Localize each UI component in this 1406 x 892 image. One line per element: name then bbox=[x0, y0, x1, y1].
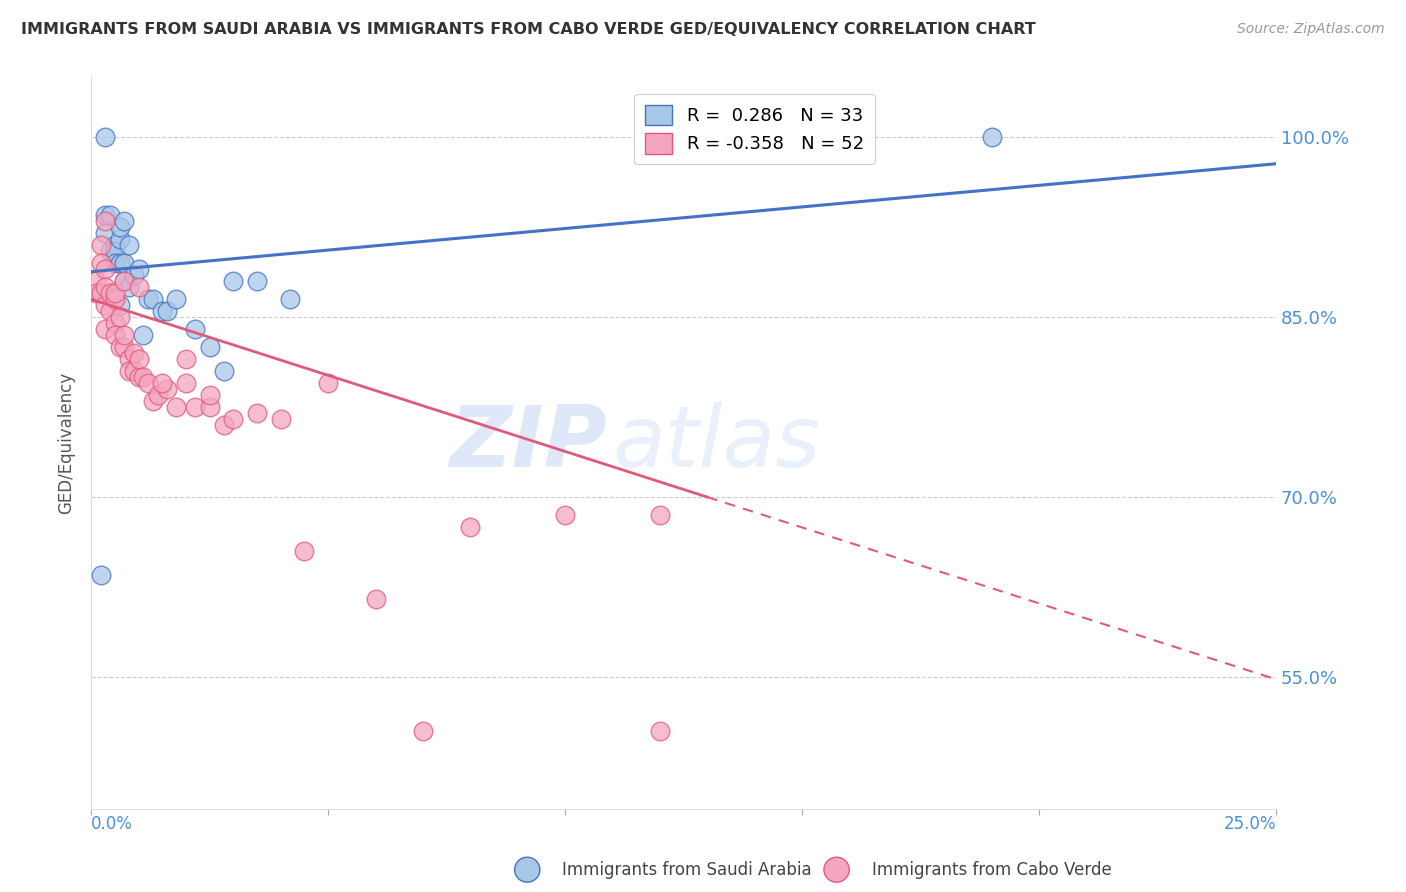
Point bbox=[90, 238, 112, 252]
Point bbox=[98, 286, 121, 301]
Point bbox=[112, 256, 135, 270]
Point bbox=[198, 388, 221, 402]
Point bbox=[246, 406, 269, 420]
Point bbox=[222, 412, 245, 426]
Point bbox=[94, 227, 117, 241]
Text: Source: ZipAtlas.com: Source: ZipAtlas.com bbox=[1237, 22, 1385, 37]
Point bbox=[104, 244, 127, 259]
Point bbox=[166, 292, 188, 306]
Legend: R =  0.286   N = 33, R = -0.358   N = 52: R = 0.286 N = 33, R = -0.358 N = 52 bbox=[634, 94, 875, 164]
Text: Immigrants from Saudi Arabia: Immigrants from Saudi Arabia bbox=[562, 861, 813, 879]
Point bbox=[174, 352, 197, 367]
Point bbox=[648, 508, 671, 522]
Point bbox=[156, 382, 179, 396]
Point bbox=[142, 394, 165, 409]
Point bbox=[364, 591, 387, 606]
Point bbox=[122, 268, 145, 283]
Point bbox=[90, 568, 112, 582]
Point bbox=[222, 274, 245, 288]
Point bbox=[128, 280, 150, 294]
Point bbox=[212, 364, 235, 378]
Point bbox=[108, 220, 131, 235]
Point bbox=[84, 274, 107, 288]
Point bbox=[94, 262, 117, 277]
Point bbox=[98, 208, 121, 222]
Point bbox=[184, 400, 207, 414]
Point bbox=[104, 292, 127, 306]
Point bbox=[278, 292, 301, 306]
Point bbox=[122, 346, 145, 360]
Point bbox=[118, 364, 141, 378]
Point bbox=[132, 328, 155, 343]
Point bbox=[132, 370, 155, 384]
Point bbox=[554, 508, 576, 522]
Point bbox=[108, 340, 131, 354]
Text: ZIP: ZIP bbox=[449, 401, 606, 484]
Point bbox=[104, 238, 127, 252]
Point bbox=[270, 412, 292, 426]
Point bbox=[98, 304, 121, 318]
Point bbox=[104, 256, 127, 270]
Point bbox=[156, 304, 179, 318]
Point bbox=[136, 292, 159, 306]
Point bbox=[104, 328, 127, 343]
Text: 0.0%: 0.0% bbox=[91, 814, 134, 833]
Point bbox=[118, 280, 141, 294]
Point bbox=[104, 316, 127, 330]
Point bbox=[980, 130, 1002, 145]
Point bbox=[128, 262, 150, 277]
Point bbox=[94, 280, 117, 294]
Point bbox=[246, 274, 269, 288]
Point bbox=[150, 376, 173, 391]
Point bbox=[128, 352, 150, 367]
Text: Immigrants from Cabo Verde: Immigrants from Cabo Verde bbox=[872, 861, 1112, 879]
Point bbox=[108, 310, 131, 325]
Y-axis label: GED/Equivalency: GED/Equivalency bbox=[58, 372, 75, 514]
Text: 25.0%: 25.0% bbox=[1223, 814, 1277, 833]
Point bbox=[94, 322, 117, 336]
Point bbox=[184, 322, 207, 336]
Point bbox=[150, 304, 173, 318]
Point bbox=[136, 376, 159, 391]
Point bbox=[90, 256, 112, 270]
Point bbox=[118, 238, 141, 252]
Point bbox=[648, 723, 671, 738]
Text: atlas: atlas bbox=[613, 401, 821, 484]
Point bbox=[146, 388, 169, 402]
Point bbox=[94, 130, 117, 145]
Point bbox=[142, 292, 165, 306]
Point bbox=[108, 232, 131, 246]
Point bbox=[90, 286, 112, 301]
Point bbox=[122, 364, 145, 378]
Point bbox=[118, 352, 141, 367]
Point bbox=[458, 520, 481, 534]
Point bbox=[108, 298, 131, 312]
Point bbox=[108, 256, 131, 270]
Point bbox=[84, 286, 107, 301]
Point bbox=[112, 340, 135, 354]
Point bbox=[198, 340, 221, 354]
Point bbox=[112, 274, 135, 288]
Point bbox=[128, 370, 150, 384]
Point bbox=[174, 376, 197, 391]
Point bbox=[412, 723, 434, 738]
Point bbox=[112, 328, 135, 343]
Point bbox=[198, 400, 221, 414]
Text: IMMIGRANTS FROM SAUDI ARABIA VS IMMIGRANTS FROM CABO VERDE GED/EQUIVALENCY CORRE: IMMIGRANTS FROM SAUDI ARABIA VS IMMIGRAN… bbox=[21, 22, 1036, 37]
Point bbox=[112, 214, 135, 228]
Point bbox=[104, 286, 127, 301]
Point bbox=[294, 544, 316, 558]
Point bbox=[316, 376, 339, 391]
Point bbox=[98, 244, 121, 259]
Point bbox=[94, 208, 117, 222]
Point bbox=[112, 274, 135, 288]
Point bbox=[166, 400, 188, 414]
Point bbox=[94, 214, 117, 228]
Point bbox=[94, 298, 117, 312]
Point bbox=[212, 418, 235, 433]
